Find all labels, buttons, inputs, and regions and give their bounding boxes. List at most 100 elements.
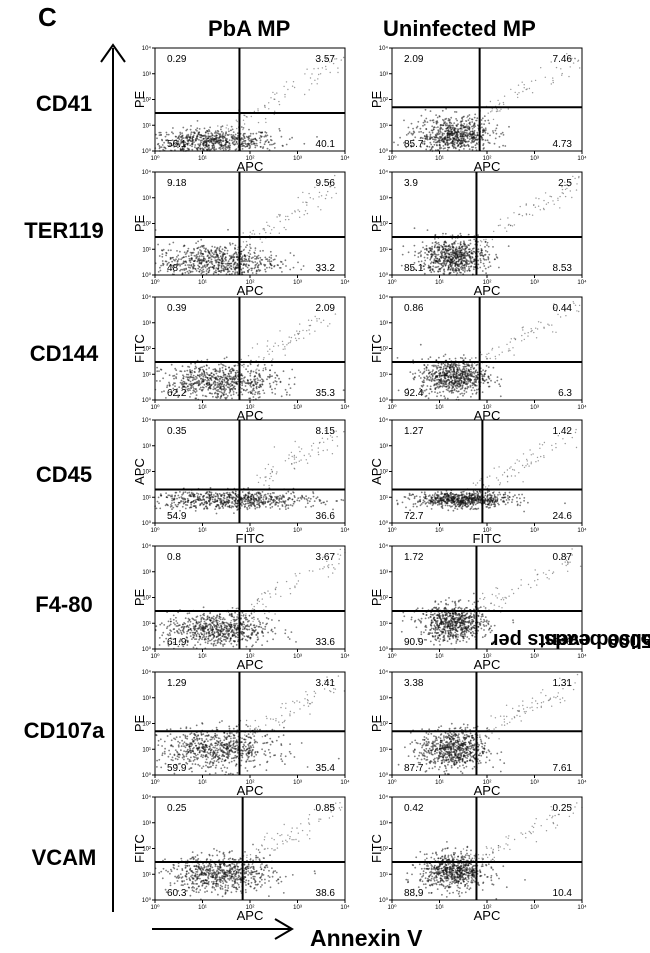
y-tick-label: 10² — [379, 722, 388, 728]
quadrant-upper-left-value: 0.86 — [404, 303, 424, 314]
x-tick-label: 10² — [483, 780, 492, 786]
y-tick-label: 10¹ — [142, 872, 151, 878]
quadrant-upper-right-value: 0.25 — [553, 803, 573, 814]
quadrant-lower-right-value: 7.61 — [553, 763, 573, 774]
scatter-panel-cd107a-uninfected: 10⁰ 10¹ 10² 10³ 10⁴ 10⁰ 10¹ 10² 10³ 10⁴ 3.38 1.31 87… — [369, 669, 587, 798]
y-tick-label: 10⁴ — [142, 169, 152, 176]
y-axis-arrow — [100, 43, 126, 912]
y-tick-label: 10³ — [142, 196, 151, 202]
quadrant-upper-left-value: 1.27 — [404, 426, 424, 437]
quadrant-lower-left-value: 60.3 — [167, 888, 187, 899]
y-tick-label: 10³ — [142, 444, 151, 450]
y-tick-label: 10⁰ — [142, 646, 152, 653]
y-tick-label: 10² — [379, 847, 388, 853]
y-axis-label: PE — [369, 715, 384, 733]
scatter-points — [396, 301, 581, 401]
y-axis-label: PE — [369, 91, 384, 109]
y-axis-label: FITC — [132, 334, 147, 363]
quadrant-lower-right-value: 35.3 — [316, 388, 336, 399]
quadrant-upper-left-value: 3.9 — [404, 178, 418, 189]
y-tick-label: 10⁴ — [379, 169, 389, 176]
y-tick-label: 10³ — [142, 321, 151, 327]
quadrant-lower-left-value: 85.1 — [404, 263, 424, 274]
scatter-panel-cd45-uninfected: 10⁰ 10¹ 10² 10³ 10⁴ 10⁰ 10¹ 10² 10³ 10⁴ 1.27 1.42 72… — [369, 417, 587, 546]
y-tick-label: 10³ — [379, 696, 388, 702]
y-tick-label: 10¹ — [142, 747, 151, 753]
scatter-panel-f4-80-pba: 10⁰ 10¹ 10² 10³ 10⁴ 10⁰ 10¹ 10² 10³ 10⁴ 0.8 3.67 61.… — [132, 543, 350, 672]
row-label-ter119: TER119 — [24, 218, 104, 243]
quadrant-lower-left-value: 85.7 — [404, 139, 424, 150]
y-tick-label: 10⁴ — [379, 543, 389, 550]
y-tick-label: 10¹ — [142, 372, 151, 378]
x-tick-label: 10³ — [530, 280, 539, 286]
y-axis-label: APC — [369, 458, 384, 485]
y-tick-label: 10⁰ — [142, 397, 152, 404]
scatter-panel-cd144-uninfected: 10⁰ 10¹ 10² 10³ 10⁴ 10⁰ 10¹ 10² 10³ 10⁴ 0.86 0.44 92… — [369, 294, 587, 423]
quadrant-upper-right-value: 0.44 — [553, 303, 573, 314]
y-axis-label: PE — [132, 715, 147, 733]
quadrant-lower-left-value: 87.7 — [404, 763, 424, 774]
x-tick-label: 10² — [483, 528, 492, 534]
y-tick-label: 10⁰ — [142, 520, 152, 527]
x-axis-label: APC — [237, 783, 264, 798]
x-tick-label: 10⁴ — [577, 904, 587, 911]
row-label-cd45: CD45 — [35, 462, 93, 487]
x-tick-label: 10⁰ — [387, 904, 397, 911]
quadrant-lower-left-value: 62.2 — [167, 388, 187, 399]
x-tick-label: 10⁴ — [340, 779, 350, 786]
scatter-panel-cd41-uninfected: 10⁰ 10¹ 10² 10³ 10⁴ 10⁰ 10¹ 10² 10³ 10⁴ 2.09 7.46 85… — [369, 45, 587, 174]
y-tick-label: 10² — [142, 347, 151, 353]
y-tick-label: 10⁴ — [142, 294, 152, 301]
y-tick-label: 10⁰ — [379, 646, 389, 653]
y-tick-label: 10⁴ — [379, 294, 389, 301]
quadrant-lower-left-value: 61.9 — [167, 637, 187, 648]
quadrant-lower-left-value: 90.9 — [404, 637, 424, 648]
y-axis-label: PE — [369, 215, 384, 233]
y-axis-label: FITC — [132, 834, 147, 863]
y-tick-label: 10¹ — [379, 621, 388, 627]
x-axis-label: APC — [474, 159, 501, 174]
y-tick-label: 10² — [142, 98, 151, 104]
quadrant-lower-left-value: 88.9 — [404, 888, 424, 899]
x-tick-label: 10³ — [293, 280, 302, 286]
x-tick-label: 10¹ — [435, 156, 444, 162]
x-tick-label: 10⁴ — [577, 155, 587, 162]
x-tick-label: 10¹ — [198, 405, 207, 411]
scatter-points — [396, 428, 578, 513]
x-tick-label: 10⁰ — [150, 155, 160, 162]
column-header-uninfected: Uninfected MP — [383, 16, 536, 41]
x-tick-label: 10⁴ — [340, 527, 350, 534]
x-tick-label: 10³ — [530, 156, 539, 162]
y-tick-label: 10⁰ — [379, 772, 389, 779]
y-tick-label: 10³ — [379, 570, 388, 576]
y-tick-label: 10³ — [379, 444, 388, 450]
y-tick-label: 10⁰ — [379, 397, 389, 404]
y-tick-label: 10² — [379, 596, 388, 602]
y-axis-label: PE — [132, 215, 147, 233]
y-tick-label: 10² — [142, 596, 151, 602]
quadrant-lower-right-value: 6.56 — [553, 637, 573, 648]
y-axis-title-line2: 5000 beads — [544, 629, 650, 651]
y-tick-label: 10⁰ — [379, 520, 389, 527]
quadrant-upper-left-value: 0.25 — [167, 803, 187, 814]
scatter-points — [405, 802, 583, 900]
x-tick-label: 10⁰ — [150, 904, 160, 911]
quadrant-upper-right-value: 3.67 — [316, 552, 336, 563]
x-tick-label: 10⁰ — [387, 155, 397, 162]
row-label-cd107a: CD107a — [23, 718, 105, 743]
y-tick-label: 10⁴ — [142, 794, 152, 801]
y-tick-label: 10¹ — [379, 872, 388, 878]
quadrant-lower-left-value: 56.1 — [167, 139, 187, 150]
x-tick-label: 10⁴ — [340, 653, 350, 660]
y-tick-label: 10² — [142, 222, 151, 228]
row-label-cd41: CD41 — [35, 91, 93, 116]
x-tick-label: 10² — [246, 780, 255, 786]
quadrant-lower-right-value: 8.53 — [553, 263, 573, 274]
y-tick-label: 10¹ — [379, 372, 388, 378]
x-tick-label: 10⁰ — [387, 779, 397, 786]
y-tick-label: 10² — [379, 347, 388, 353]
y-tick-label: 10² — [379, 222, 388, 228]
x-tick-label: 10² — [246, 405, 255, 411]
scatter-points — [154, 174, 337, 276]
